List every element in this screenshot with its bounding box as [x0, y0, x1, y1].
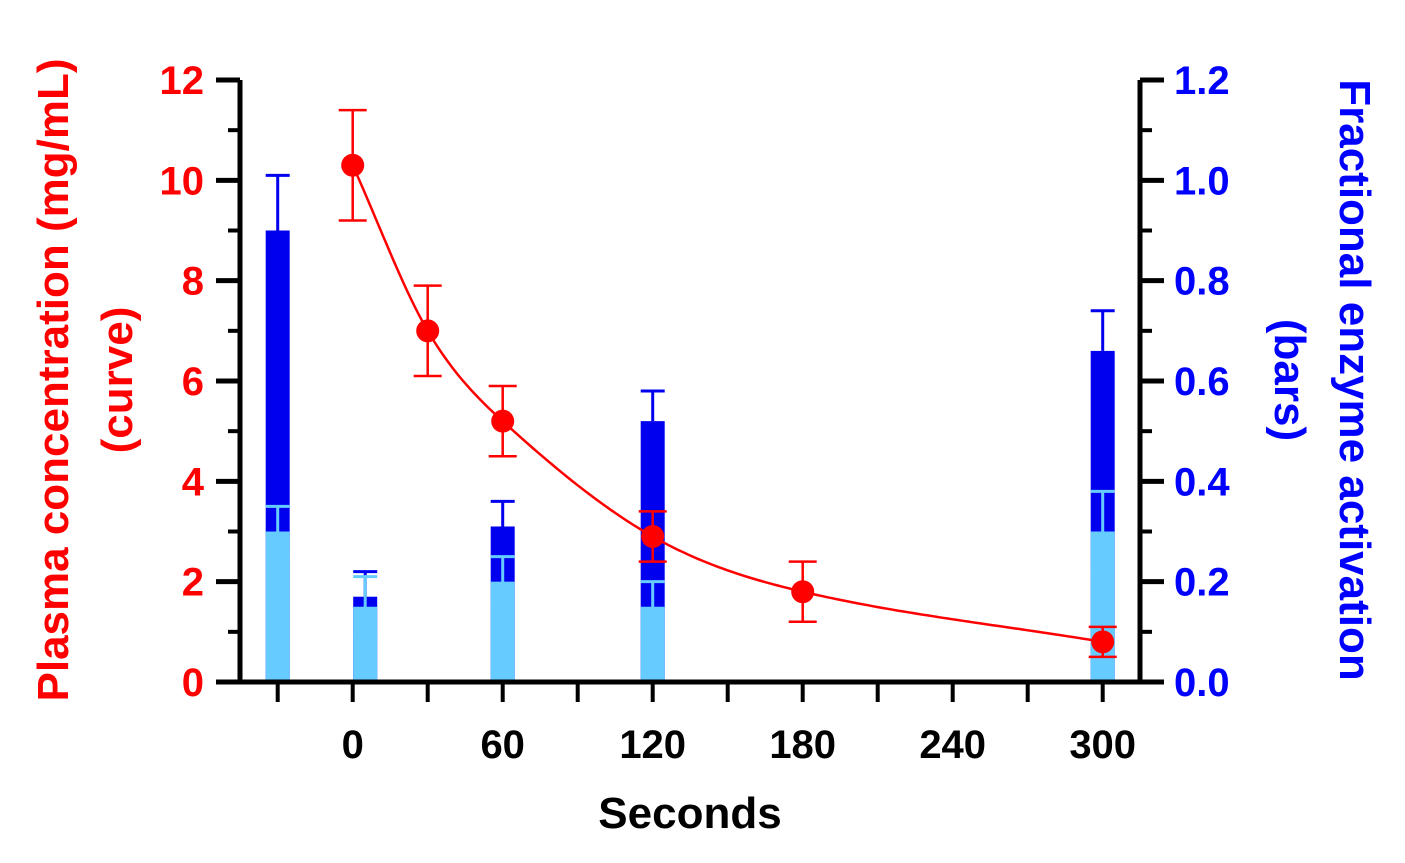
- y-right-tick-label: 0.2: [1174, 561, 1230, 605]
- y-left-axis-label: Plasma concentration (mg/mL): [29, 58, 78, 701]
- y-right-axis-label: Fractional enzyme activation: [1330, 79, 1379, 681]
- y-left-tick-label: 4: [182, 460, 205, 504]
- x-tick-label: 240: [919, 723, 986, 767]
- curve-point-0: [341, 153, 365, 177]
- x-tick-label: 300: [1069, 723, 1136, 767]
- x-tick-label: 120: [619, 723, 686, 767]
- x-tick-label: 0: [342, 723, 364, 767]
- curve-point-2: [491, 409, 515, 433]
- x-tick-label: 60: [480, 723, 525, 767]
- y-right-axis-label-sub: (bars): [1265, 319, 1314, 441]
- y-left-tick-label: 12: [160, 59, 205, 103]
- y-right-tick-label: 0.0: [1174, 661, 1230, 705]
- x-axis-label: Seconds: [598, 789, 781, 838]
- curve-point-3: [641, 525, 665, 549]
- y-right-tick-label: 1.0: [1174, 159, 1230, 203]
- y-right-tick-label: 0.6: [1174, 360, 1230, 404]
- bars-layer: [265, 173, 1115, 682]
- curve-layer: [338, 108, 1117, 659]
- curve-point-5: [1091, 630, 1115, 654]
- concentration-curve: [351, 164, 1103, 644]
- y-right-tick-label: 1.2: [1174, 59, 1230, 103]
- curve-point-4: [791, 580, 815, 604]
- y-left-tick-label: 2: [182, 561, 204, 605]
- x-tick-label: 180: [769, 723, 836, 767]
- y-right-tick-label: 0.4: [1174, 460, 1230, 504]
- y-left-axis-label-sub: (curve): [93, 307, 142, 454]
- y-left-tick-label: 0: [182, 661, 204, 705]
- y-left-tick-label: 10: [160, 159, 205, 203]
- curve-point-1: [416, 319, 440, 343]
- axes-layer: 0 2 4 6 8 10 12 0.0 0.2 0.4 0.6 0.8 1.0 1.2 0 60 120 180 2…: [160, 59, 1231, 767]
- y-left-tick-label: 6: [182, 360, 204, 404]
- y-right-tick-label: 0.8: [1174, 260, 1230, 304]
- y-left-tick-label: 8: [182, 260, 204, 304]
